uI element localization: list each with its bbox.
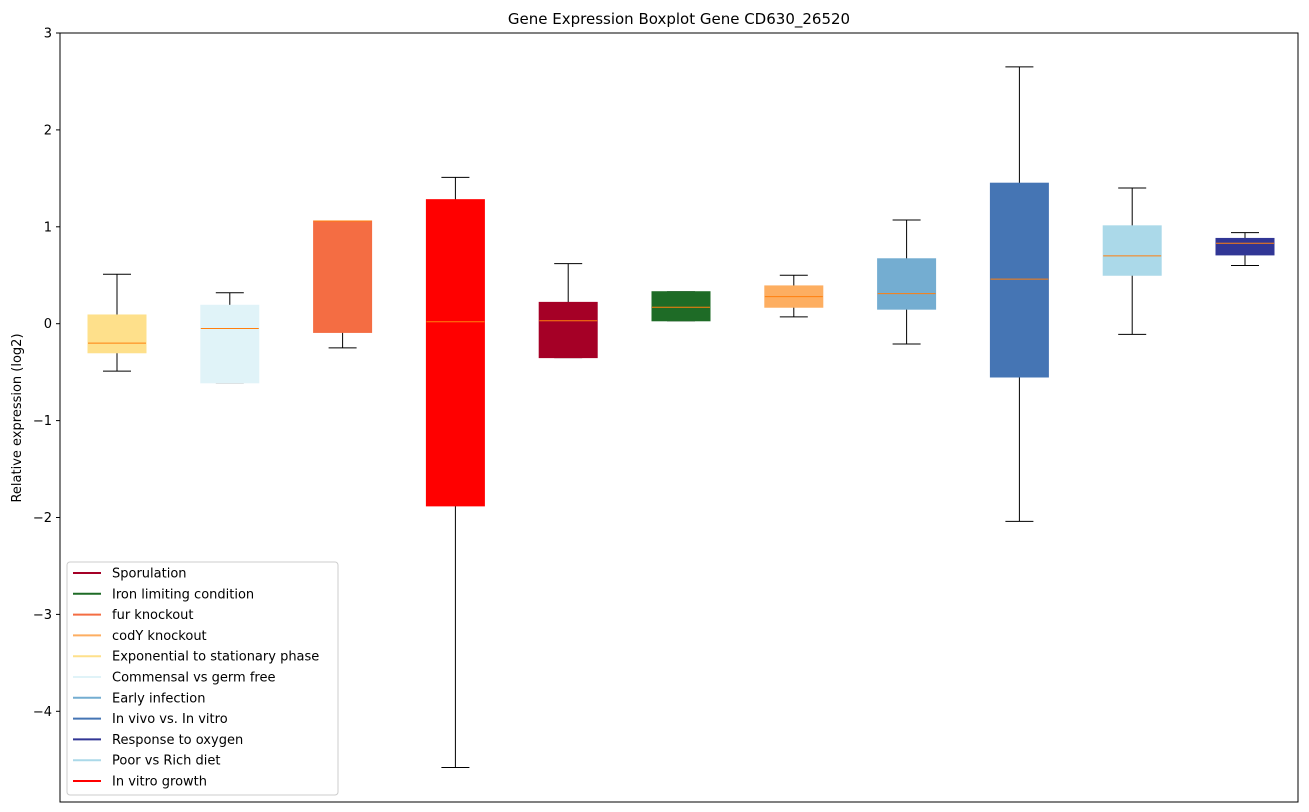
- y-tick-label: 0: [44, 317, 52, 332]
- y-tick-label: 2: [44, 123, 52, 138]
- box-group: [877, 219, 937, 345]
- chart-title: Gene Expression Boxplot Gene CD630_26520: [508, 10, 850, 29]
- box-group: [651, 291, 711, 322]
- legend-item-label: In vivo vs. In vitro: [112, 712, 228, 727]
- legend-item-label: Exponential to stationary phase: [112, 650, 319, 665]
- box-body: [538, 301, 598, 359]
- y-axis-label: Relative expression (log2): [10, 333, 25, 502]
- legend-item-label: Sporulation: [112, 567, 187, 582]
- legend-frame: [66, 561, 339, 796]
- box-body: [1102, 225, 1162, 276]
- y-axis-ticks: 3 2 1 0 −1 −2 −3 −4: [33, 27, 60, 720]
- y-tick-label: 1: [44, 220, 52, 235]
- box-body: [313, 220, 373, 333]
- plot-frame: [59, 32, 1299, 803]
- box-body: [425, 199, 485, 507]
- legend: Sporulation Iron limiting condition fur kn…: [66, 561, 339, 796]
- box-body: [651, 291, 711, 322]
- y-tick-label: −4: [33, 705, 52, 720]
- box-body: [877, 258, 937, 310]
- legend-item-label: Early infection: [112, 691, 205, 706]
- box-group: [1102, 187, 1162, 335]
- legend-item-label: Poor vs Rich diet: [112, 754, 220, 769]
- box-body: [87, 314, 147, 354]
- box-group: [538, 263, 598, 359]
- boxes-layer: [87, 66, 1275, 769]
- legend-item-label: In vitro growth: [112, 775, 207, 790]
- box-body: [200, 304, 260, 384]
- box-group: [764, 274, 824, 318]
- box-group: [989, 66, 1049, 522]
- box-group: [87, 273, 147, 372]
- box-body: [1215, 237, 1275, 256]
- box-body: [989, 182, 1049, 378]
- y-tick-label: −1: [33, 414, 52, 429]
- y-tick-label: 3: [44, 27, 52, 42]
- box-group: [1215, 232, 1275, 267]
- legend-item-label: Response to oxygen: [112, 733, 243, 748]
- y-tick-label: −2: [33, 511, 52, 526]
- legend-item-label: Iron limiting condition: [112, 587, 254, 602]
- box-group: [425, 176, 485, 769]
- y-tick-label: −3: [33, 608, 52, 623]
- box-group: [200, 292, 260, 384]
- box-group: [313, 220, 373, 349]
- legend-item-label: Commensal vs germ free: [112, 671, 275, 686]
- legend-item-label: fur knockout: [112, 608, 194, 623]
- legend-item-label: codY knockout: [112, 629, 207, 644]
